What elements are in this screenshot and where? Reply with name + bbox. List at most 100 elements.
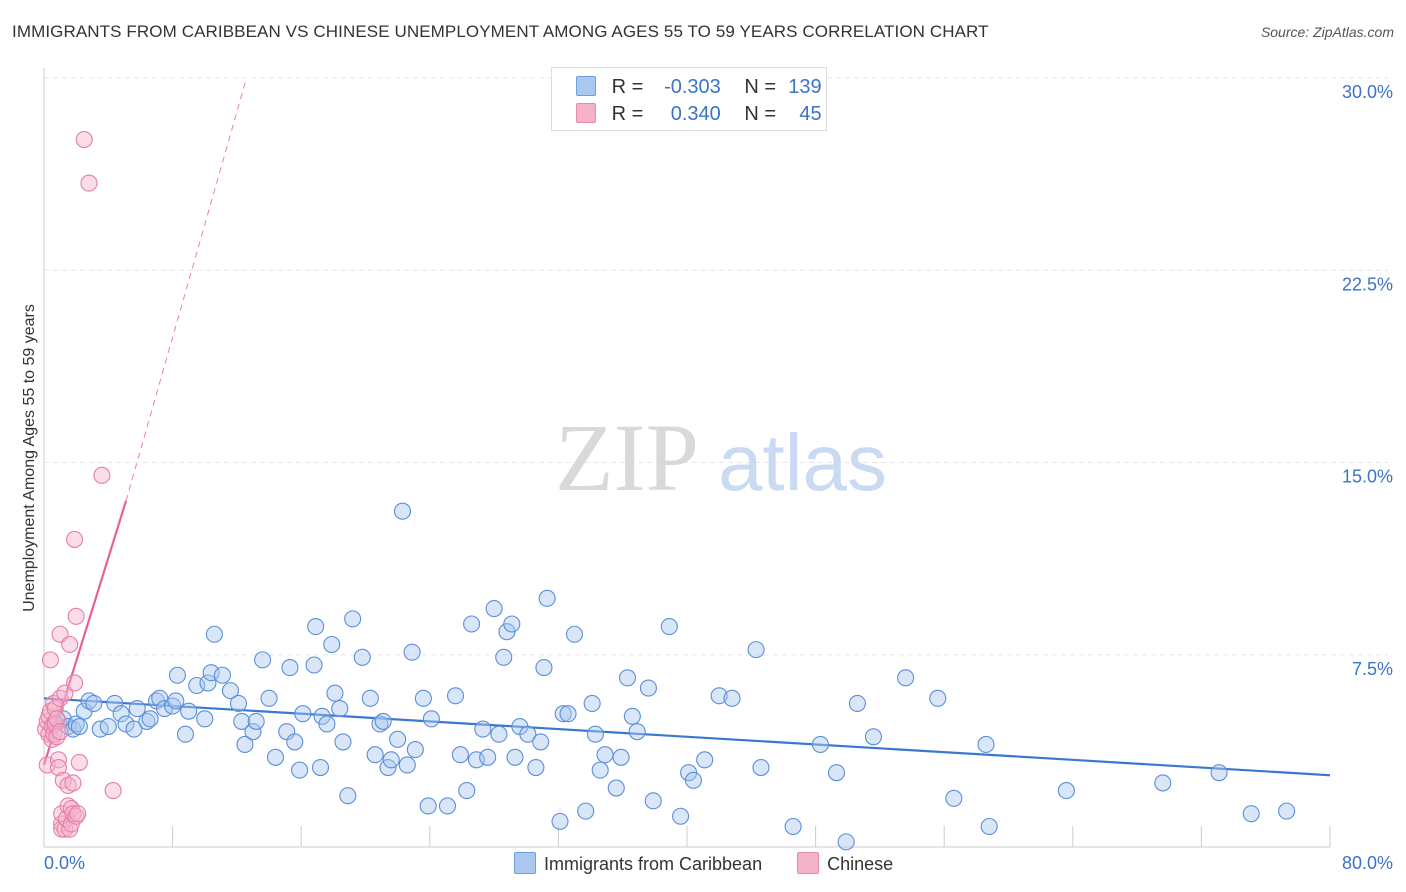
point-caribbean [334, 733, 352, 751]
point-caribbean [138, 712, 156, 730]
point-caribbean [458, 782, 476, 800]
point-caribbean [286, 733, 304, 751]
point-caribbean [371, 715, 389, 733]
point-caribbean [247, 712, 265, 730]
point-caribbean [535, 659, 553, 677]
point-chinese [65, 674, 84, 692]
point-caribbean [752, 758, 770, 777]
trend-line-caribbean [43, 697, 1331, 777]
point-caribbean [945, 789, 963, 807]
axes [43, 68, 1331, 848]
legend-item-caribbean: Immigrants from Caribbean [514, 852, 762, 875]
legend-swatch-pink [576, 103, 596, 123]
point-chinese [70, 753, 88, 771]
correlation-legend: R = -0.303 N = 139 R = 0.340 N = 45 [551, 67, 827, 131]
legend-r-label: R = [611, 76, 644, 98]
point-caribbean [196, 710, 214, 728]
point-caribbean [710, 687, 728, 705]
point-chinese [80, 174, 98, 192]
point-caribbean [848, 694, 866, 713]
point-caribbean [827, 764, 846, 782]
point-caribbean [506, 748, 524, 766]
point-caribbean [577, 802, 595, 820]
point-caribbean [897, 669, 915, 687]
point-chinese [64, 774, 82, 792]
point-chinese [64, 805, 82, 823]
point-caribbean [554, 705, 572, 723]
point-caribbean [532, 733, 550, 751]
legend-row-caribbean: R = -0.303 N = 139 [576, 76, 822, 99]
point-caribbean [318, 715, 336, 733]
point-caribbean [323, 635, 341, 654]
point-caribbean [1154, 774, 1172, 792]
point-caribbean [305, 656, 323, 674]
point-caribbean [438, 797, 457, 815]
point-caribbean [366, 746, 384, 764]
point-chinese [48, 710, 66, 728]
point-caribbean [125, 720, 143, 738]
y-tick-label: 30.0% [1342, 82, 1393, 102]
grid-lines [44, 77, 1388, 656]
point-caribbean [723, 689, 741, 707]
point-caribbean [414, 689, 432, 707]
point-caribbean [1057, 782, 1075, 800]
point-caribbean [1210, 764, 1228, 782]
watermark-atlas: atlas [718, 418, 887, 507]
point-caribbean [451, 746, 469, 764]
point-caribbean [583, 694, 601, 713]
point-caribbean [980, 817, 998, 836]
point-chinese [104, 782, 122, 800]
point-caribbean [527, 758, 545, 777]
point-caribbean [67, 715, 85, 733]
point-caribbean [353, 648, 371, 666]
point-chinese [75, 130, 93, 149]
y-axis-label: Unemployment Among Ages 55 to 59 years [21, 304, 38, 612]
point-chinese [48, 728, 66, 746]
point-caribbean [628, 723, 646, 741]
point-caribbean [864, 728, 883, 746]
point-chinese [54, 771, 72, 789]
legend-swatch-blue [576, 76, 596, 96]
point-caribbean [339, 787, 357, 805]
point-caribbean [167, 692, 185, 710]
point-caribbean [168, 666, 186, 684]
point-chinese [61, 635, 79, 654]
point-caribbean [307, 618, 325, 636]
y-tick-label: 22.5% [1342, 274, 1393, 294]
legend-n-value: 139 [788, 76, 822, 98]
point-caribbean [99, 717, 117, 736]
point-caribbean [551, 812, 569, 830]
source-label: Source: ZipAtlas.com [1260, 24, 1394, 40]
point-caribbean [467, 751, 485, 769]
point-chinese [67, 607, 85, 625]
point-caribbean [419, 797, 437, 815]
point-caribbean [406, 741, 424, 759]
point-caribbean [684, 771, 702, 789]
point-chinese [67, 807, 85, 825]
point-caribbean [128, 700, 146, 718]
legend-swatch-blue [514, 852, 536, 874]
point-caribbean [326, 684, 344, 702]
point-caribbean [233, 712, 251, 730]
point-caribbean [164, 697, 182, 715]
point-caribbean [106, 694, 124, 713]
point-caribbean [180, 702, 198, 720]
point-caribbean [503, 615, 521, 633]
legend-r-label: R = [611, 103, 644, 125]
point-caribbean [463, 615, 481, 633]
series-legend: Immigrants from Caribbean Chinese [514, 852, 923, 875]
point-caribbean [596, 746, 614, 764]
point-caribbean [644, 792, 662, 810]
point-caribbean [80, 692, 98, 710]
point-caribbean [205, 625, 223, 643]
point-caribbean [361, 689, 379, 707]
legend-n-value: 45 [799, 103, 822, 125]
point-caribbean [382, 751, 400, 769]
point-caribbean [281, 659, 299, 677]
point-caribbean [660, 618, 678, 636]
point-caribbean [213, 666, 231, 684]
point-caribbean [490, 725, 508, 743]
point-caribbean [393, 502, 412, 520]
legend-r-value: 0.340 [670, 103, 721, 125]
